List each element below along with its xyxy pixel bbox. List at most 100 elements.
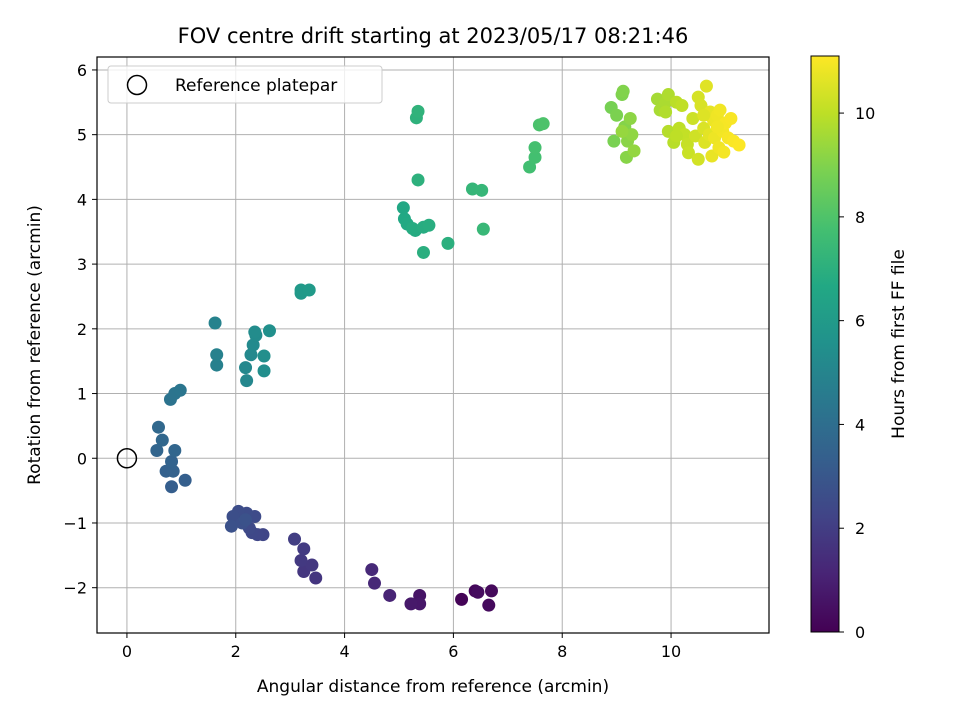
data-point [441,236,455,250]
x-axis-ticks: 0 2 4 6 8 10 [122,633,681,661]
data-point [165,480,179,494]
data-point [675,99,689,113]
data-point [482,598,496,612]
data-points [116,79,746,612]
colorbar-label: Hours from first FF file [889,249,909,439]
data-point [294,554,308,568]
y-tick-label: 1 [77,385,87,404]
data-point [155,433,169,447]
legend-label: Reference platepar [175,76,337,96]
y-tick-label: −2 [63,579,87,598]
data-point [607,134,621,148]
data-point [422,218,436,232]
x-tick-label: 6 [448,642,458,661]
data-point [257,364,271,378]
data-point [302,283,316,297]
data-point [166,464,180,478]
data-point [724,111,738,125]
data-point [288,532,302,546]
data-point [297,542,311,556]
data-point [224,519,238,533]
data-point [717,145,731,159]
x-tick-label: 0 [122,642,132,661]
data-point [659,105,673,119]
data-point [404,597,418,611]
colorbar-gradient [810,55,840,633]
data-point [610,108,624,122]
data-point [248,325,262,339]
chart-title: FOV centre drift starting at 2023/05/17 … [178,24,689,48]
y-axis-label: Rotation from reference (arcmin) [25,205,45,485]
data-point [689,129,703,143]
data-point [710,120,724,134]
data-point [178,473,192,487]
y-tick-label: −1 [63,514,87,533]
x-axis-label: Angular distance from reference (arcmin) [257,677,609,697]
data-point [240,374,254,388]
data-point [661,88,675,102]
data-point [262,324,276,338]
colorbar-tick-label: 6 [855,312,865,331]
data-point [616,84,630,98]
data-point [484,584,498,598]
data-point [365,563,379,577]
colorbar-tick-label: 10 [855,104,875,123]
data-point [411,104,425,118]
data-point [151,420,165,434]
data-point [305,558,319,572]
data-point [368,576,382,590]
data-point [239,361,253,375]
data-point [210,358,224,372]
grid [97,57,769,633]
data-point [713,103,727,117]
legend-marker-icon [126,74,148,96]
data-point [411,173,425,187]
data-point [476,222,490,236]
x-tick-label: 10 [661,642,681,661]
data-point [416,245,430,259]
x-tick-label: 2 [231,642,241,661]
data-point [732,138,746,152]
colorbar-tick-label: 8 [855,208,865,227]
y-tick-label: 5 [77,126,87,145]
data-point [383,588,397,602]
data-point [523,160,537,174]
data-point [528,150,542,164]
data-point [150,443,164,457]
data-point [208,316,222,330]
colorbar-tick-label: 2 [855,519,865,538]
y-tick-label: 3 [77,255,87,274]
y-tick-label: 2 [77,320,87,339]
colorbar-ticks: 0 2 4 6 8 10 [839,104,875,642]
colorbar-tick-label: 4 [855,415,865,434]
data-point [257,349,271,363]
data-point [168,443,182,457]
data-point [406,222,420,236]
data-point [528,141,542,155]
y-axis-ticks: −2 −1 0 1 2 3 4 5 6 [63,61,97,598]
data-point [691,152,705,166]
data-point [615,124,629,138]
data-point [625,128,639,142]
y-tick-label: 0 [77,449,87,468]
y-tick-label: 6 [77,61,87,80]
colorbar: 0 2 4 6 8 10 Hours from first FF file [810,55,909,642]
data-point [471,585,485,599]
data-point [627,144,641,158]
data-point [623,111,637,125]
data-point [697,108,711,122]
data-point [396,201,410,215]
data-point [165,454,179,468]
data-point [244,348,258,362]
data-point [173,383,187,397]
data-point [309,571,323,585]
data-point [699,79,713,93]
x-tick-label: 8 [557,642,567,661]
data-point [226,510,240,524]
data-point [681,146,695,160]
data-point [475,183,489,197]
data-point [455,592,469,606]
data-point [210,348,224,362]
reference-platepar-marker [116,448,138,469]
